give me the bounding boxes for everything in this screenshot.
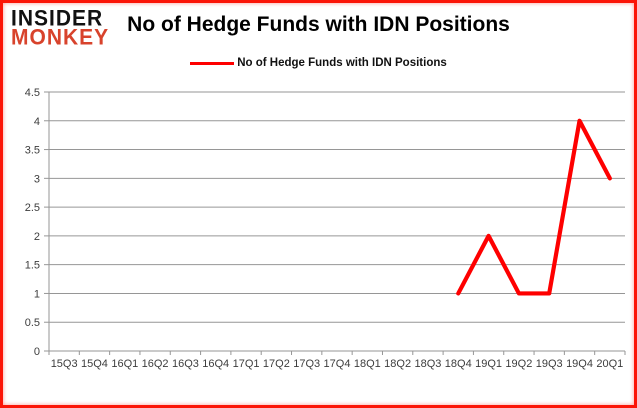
logo-text-monkey: MONKEY [11, 25, 110, 50]
legend-series-label: No of Hedge Funds with IDN Positions [237, 57, 447, 69]
svg-text:19Q4: 19Q4 [566, 358, 593, 370]
svg-text:16Q4: 16Q4 [202, 358, 229, 370]
svg-text:19Q2: 19Q2 [505, 358, 532, 370]
insider-monkey-logo: INSIDER MONKEY [11, 6, 110, 50]
svg-text:18Q2: 18Q2 [384, 358, 411, 370]
svg-text:16Q2: 16Q2 [142, 358, 169, 370]
svg-text:4.5: 4.5 [25, 87, 40, 99]
svg-text:15Q3: 15Q3 [51, 358, 78, 370]
svg-text:3.5: 3.5 [25, 145, 40, 157]
svg-text:18Q3: 18Q3 [414, 358, 441, 370]
line-chart: 0 0.5 1 1.5 2 2.5 3 3.5 4 4.5 15Q3 15Q4 16Q1 16Q2 16Q3… [25, 87, 626, 370]
logo-text-insider: INSIDER [11, 6, 104, 31]
svg-text:15Q4: 15Q4 [81, 358, 108, 370]
svg-text:18Q1: 18Q1 [354, 358, 381, 370]
svg-text:0: 0 [34, 346, 40, 358]
svg-text:18Q4: 18Q4 [445, 358, 472, 370]
svg-text:19Q1: 19Q1 [475, 358, 502, 370]
svg-text:17Q3: 17Q3 [293, 358, 320, 370]
svg-text:2.5: 2.5 [25, 202, 40, 214]
svg-text:17Q4: 17Q4 [324, 358, 351, 370]
svg-text:20Q1: 20Q1 [596, 358, 623, 370]
svg-text:17Q1: 17Q1 [233, 358, 260, 370]
svg-text:19Q3: 19Q3 [536, 358, 563, 370]
svg-text:16Q1: 16Q1 [111, 358, 138, 370]
chart-title: No of Hedge Funds with IDN Positions [127, 13, 510, 36]
legend: No of Hedge Funds with IDN Positions [3, 57, 634, 69]
svg-text:4: 4 [34, 116, 40, 128]
svg-text:17Q2: 17Q2 [263, 358, 290, 370]
svg-text:2: 2 [34, 231, 40, 243]
svg-text:1: 1 [34, 288, 40, 300]
svg-text:16Q3: 16Q3 [172, 358, 199, 370]
svg-text:0.5: 0.5 [25, 317, 40, 329]
legend-line-swatch [190, 61, 235, 65]
svg-text:3: 3 [34, 173, 40, 185]
svg-text:1.5: 1.5 [25, 260, 40, 272]
